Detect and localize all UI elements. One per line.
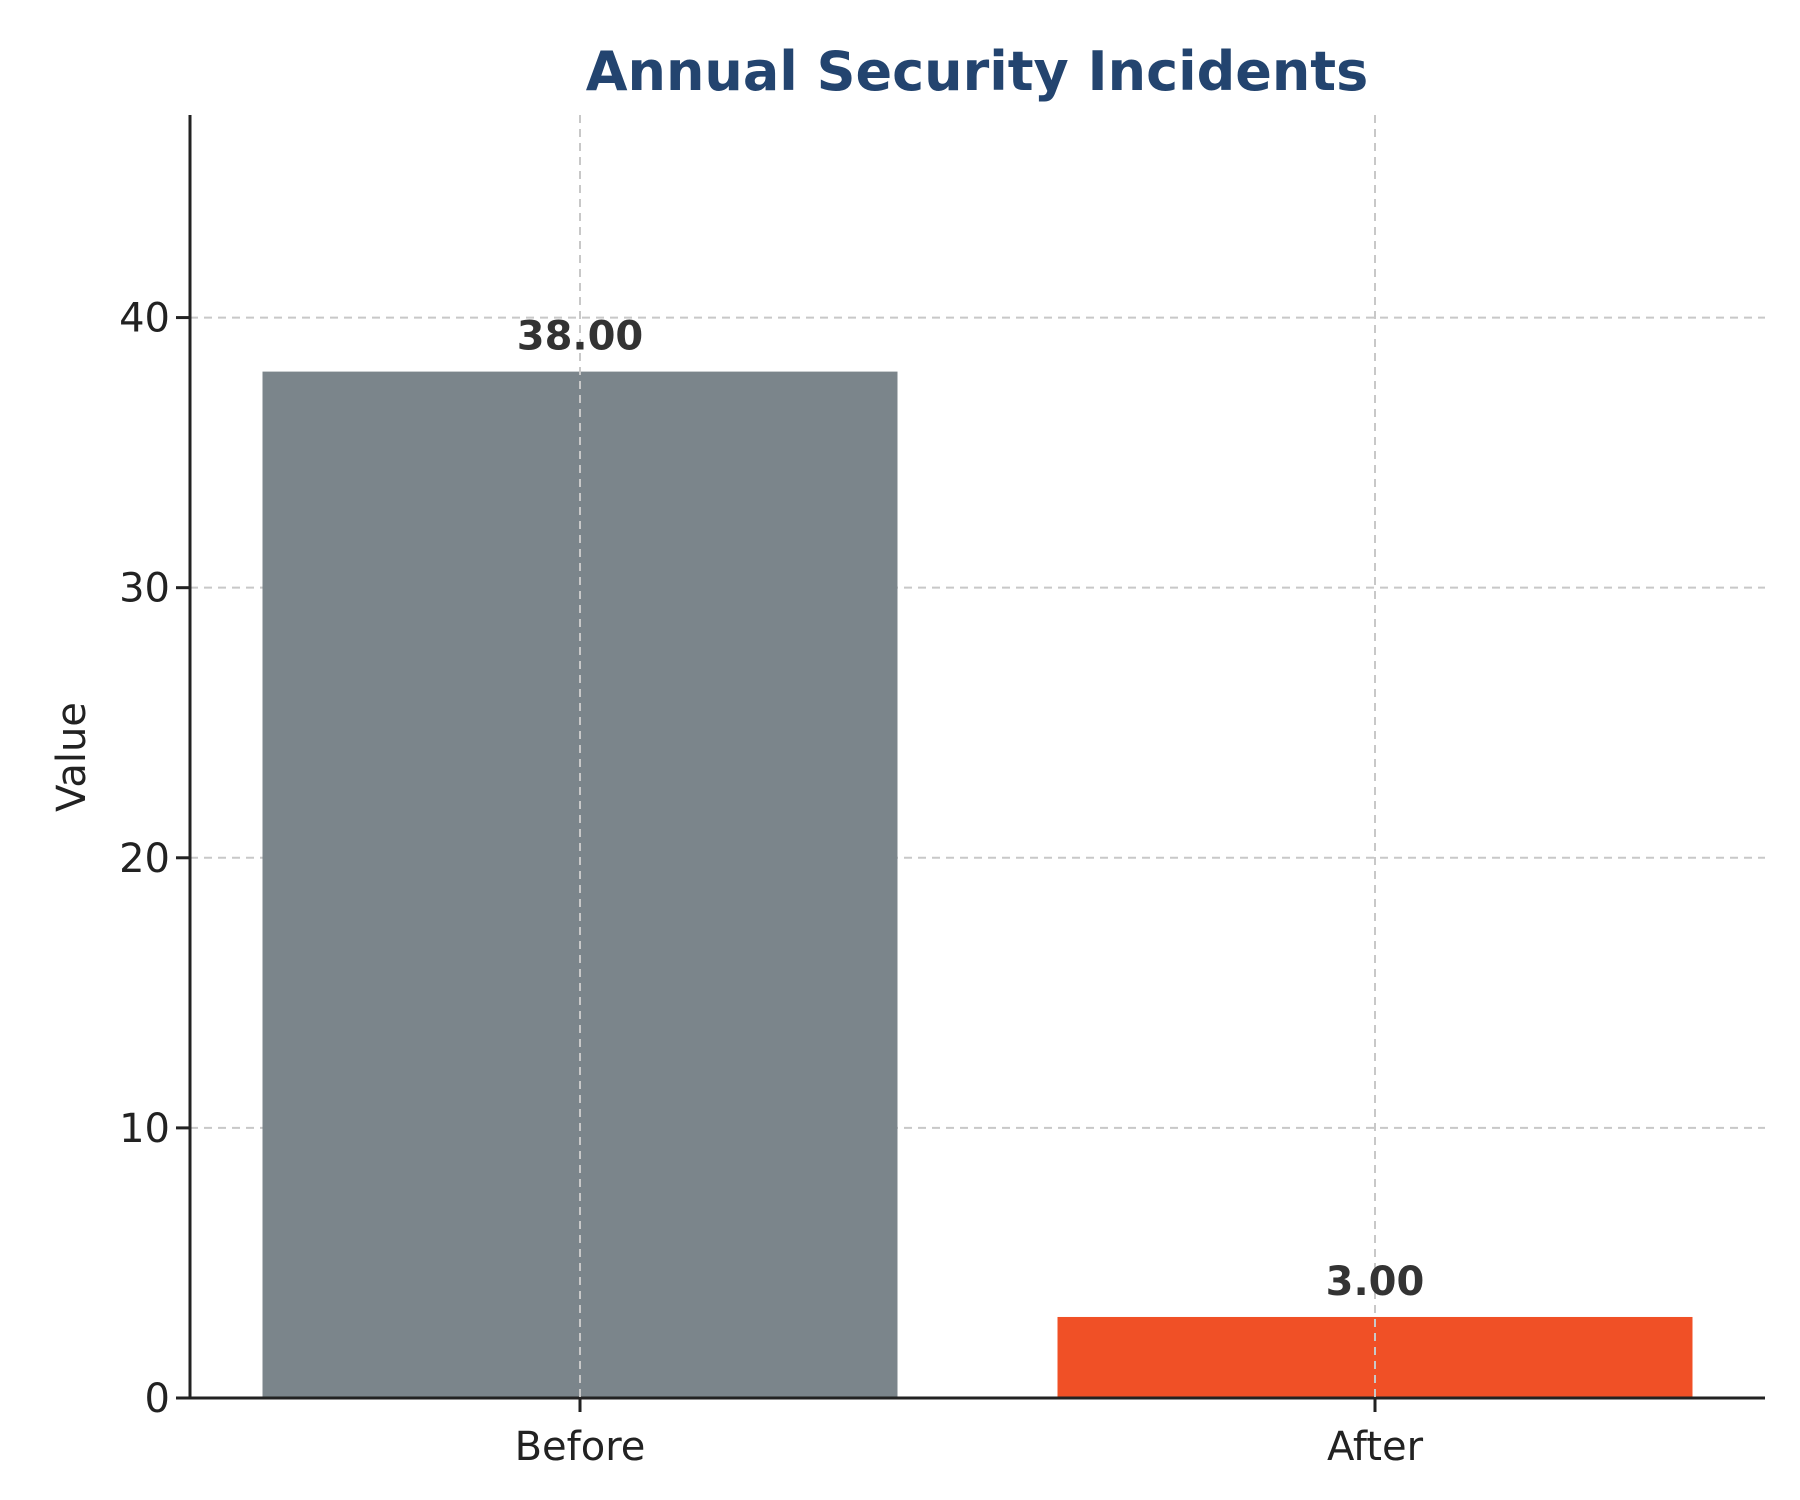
data-label-before: 38.00: [517, 314, 644, 360]
y-tick-label-3: 30: [119, 566, 170, 612]
x-tick-label-after: After: [1327, 1424, 1424, 1470]
axes-layer: [176, 115, 1765, 1412]
bars-layer: [262, 371, 1693, 1399]
bar-after: [1057, 1316, 1693, 1398]
y-axis-label: Value: [49, 702, 95, 812]
x-tick-label-before: Before: [515, 1424, 646, 1470]
y-tick-label-4: 40: [119, 296, 170, 342]
chart-title: Annual Security Incidents: [586, 40, 1369, 103]
y-tick-label-1: 10: [119, 1106, 170, 1152]
y-tick-label-0: 0: [145, 1376, 170, 1422]
data-label-after: 3.00: [1326, 1259, 1425, 1305]
labels-layer: 0 10 20 30 40 Before After 38.00 3.00: [119, 115, 1424, 1470]
y-tick-label-2: 20: [119, 836, 170, 882]
grid-layer: [190, 316, 1765, 1129]
